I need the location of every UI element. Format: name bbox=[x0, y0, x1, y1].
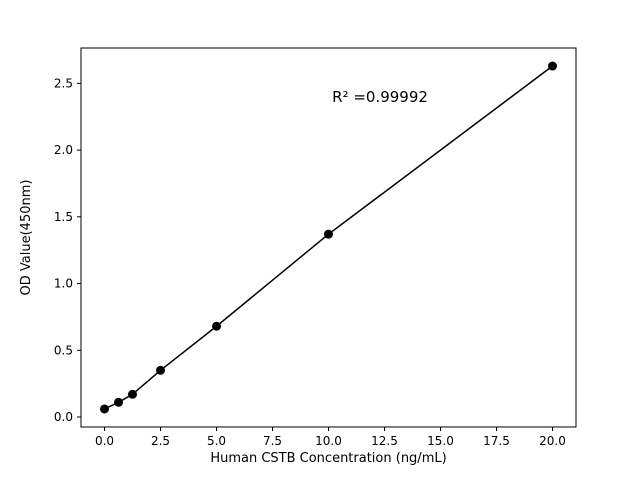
data-point bbox=[324, 229, 333, 239]
y-tick-label: 2.0 bbox=[54, 143, 73, 157]
y-tick-label: 0.0 bbox=[54, 410, 73, 424]
x-tick-label: 10.0 bbox=[315, 434, 342, 448]
x-tick-label: 12.5 bbox=[371, 434, 398, 448]
data-point bbox=[114, 397, 124, 407]
y-axis-label: OD Value(450nm) bbox=[19, 180, 34, 296]
y-tick-label: 0.5 bbox=[54, 343, 73, 357]
r-squared-annotation: R² =0.99992 bbox=[332, 88, 428, 106]
x-tick-label: 20.0 bbox=[539, 434, 566, 448]
data-point bbox=[212, 321, 222, 331]
y-tick-label: 2.5 bbox=[54, 76, 73, 90]
y-tick-label: 1.0 bbox=[54, 277, 73, 291]
data-point bbox=[547, 61, 557, 71]
x-tick-label: 5.0 bbox=[207, 434, 226, 448]
x-tick-label: 15.0 bbox=[427, 434, 454, 448]
y-tick-label: 1.5 bbox=[54, 210, 73, 224]
x-tick-label: 17.5 bbox=[483, 434, 510, 448]
x-tick-label: 2.5 bbox=[151, 434, 170, 448]
x-tick-label: 0.0 bbox=[95, 434, 114, 448]
x-axis-label: Human CSTB Concentration (ng/mL) bbox=[210, 451, 446, 466]
data-point bbox=[128, 389, 138, 399]
data-point bbox=[156, 365, 166, 375]
x-tick-label: 7.5 bbox=[263, 434, 282, 448]
data-point bbox=[100, 404, 110, 414]
